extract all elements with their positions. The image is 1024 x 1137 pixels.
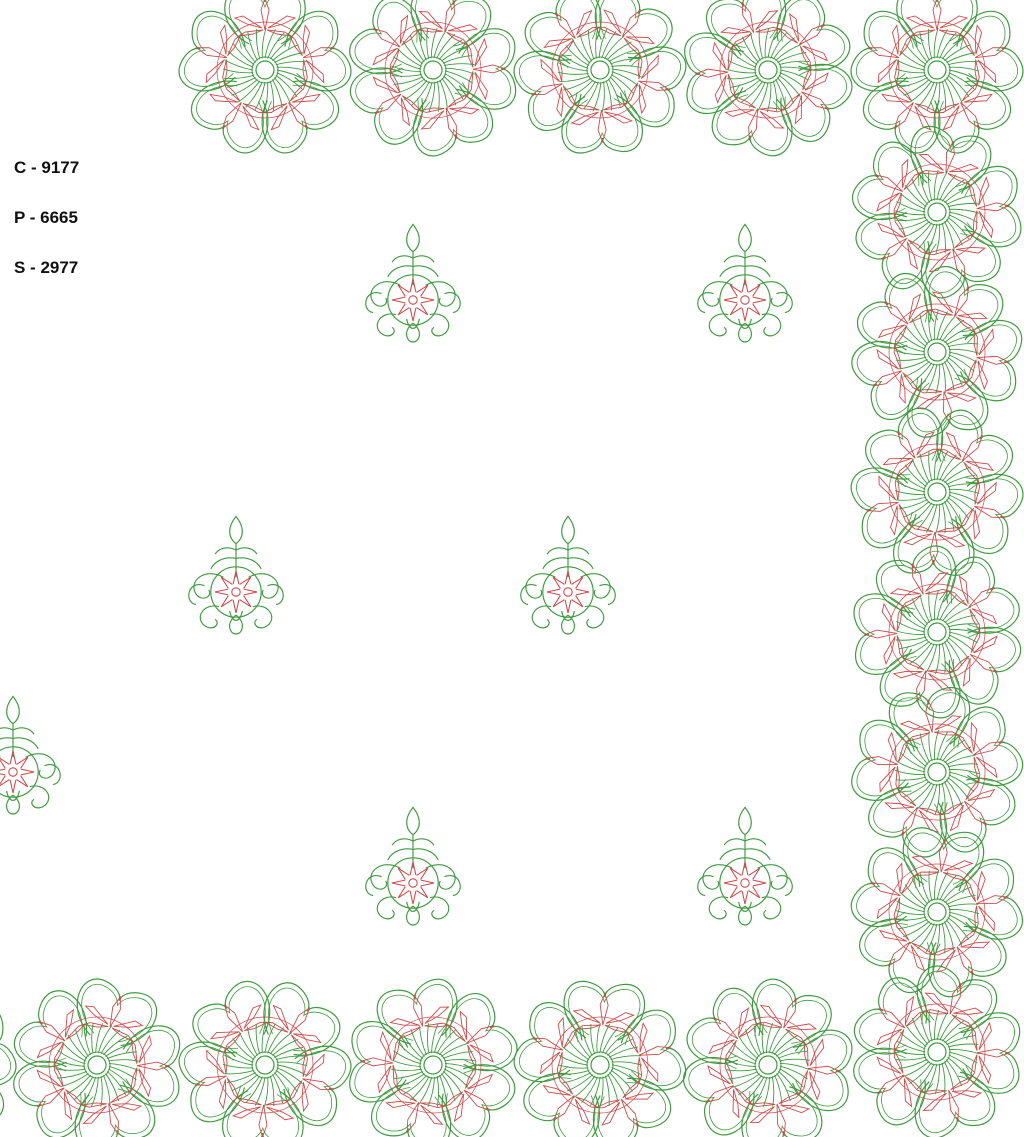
buta-motif <box>365 223 461 343</box>
buta-motif <box>365 806 461 926</box>
color-count-label: C - 9177 <box>14 158 80 177</box>
border-flower-bottom <box>138 944 387 1137</box>
border-flower-right <box>830 806 1024 1019</box>
buta-motif <box>520 515 616 635</box>
border-flower-bottom <box>0 958 210 1137</box>
border-flower-bottom <box>670 967 858 1137</box>
border-flower-bottom <box>491 957 702 1137</box>
stitch-count-label: S - 2977 <box>14 258 79 277</box>
border-flower-right <box>846 0 1024 160</box>
buta-motif <box>697 806 793 926</box>
buta-motif <box>188 515 284 635</box>
border-flower-bottom <box>308 944 551 1137</box>
border-flower-right <box>816 238 1024 473</box>
buta-motif <box>697 223 793 343</box>
pattern-count-label: P - 6665 <box>14 208 78 227</box>
border-flower-top <box>320 0 544 183</box>
buta-motif <box>0 695 61 815</box>
border-flower-right <box>817 655 1024 892</box>
stitch-stats: C - 9177 P - 6665 S - 2977 <box>14 158 79 308</box>
border-flower-top <box>174 0 355 160</box>
border-flower-right <box>810 371 1024 619</box>
border-flower-bottom <box>0 983 21 1137</box>
border-flower-top <box>641 0 889 197</box>
border-flower-right <box>810 510 1024 759</box>
border-flower-top <box>474 0 721 196</box>
